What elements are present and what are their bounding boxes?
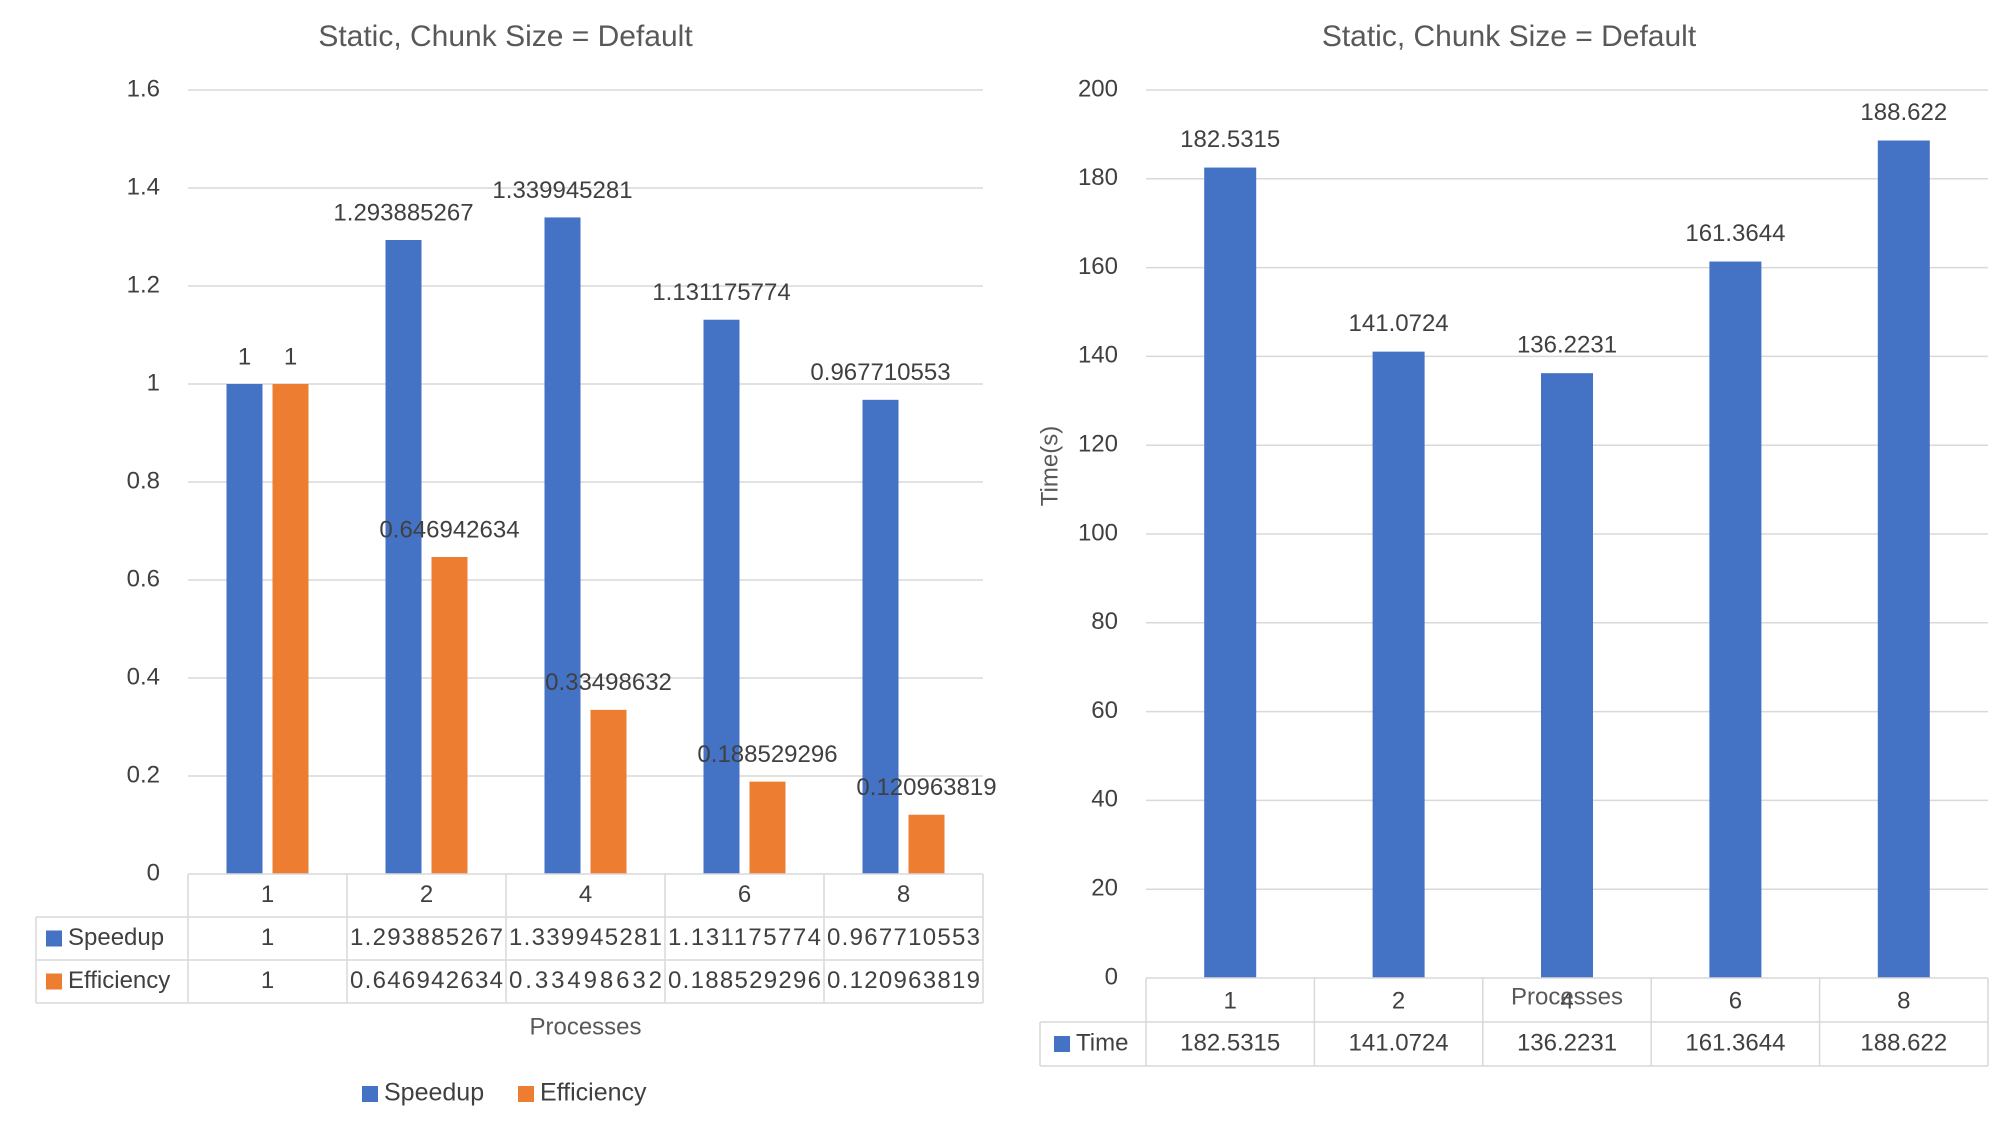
x-tick-label-0-2: 2 bbox=[420, 881, 433, 908]
data-label-speedup-6: 1.131175774 bbox=[652, 279, 790, 306]
bar-efficiency-8 bbox=[908, 814, 945, 874]
x-tick-label-0-4: 4 bbox=[579, 881, 592, 908]
bar-time-1 bbox=[1204, 167, 1257, 979]
y-tick-label-0-5: 1 bbox=[147, 369, 160, 396]
bar-efficiency-4 bbox=[590, 709, 627, 874]
table-row-label-efficiency: Efficiency bbox=[68, 967, 170, 994]
bar-speedup-8 bbox=[862, 399, 899, 874]
chart-title-1: Static, Chunk Size = Default bbox=[1322, 20, 1697, 53]
y-tick-label-0-4: 0.8 bbox=[127, 467, 160, 494]
y-tick-label-0-7: 1.4 bbox=[127, 173, 160, 200]
y-tick-label-1-10: 200 bbox=[1078, 75, 1118, 102]
y-tick-label-0-0: 0 bbox=[147, 859, 160, 886]
table-row-label-time: Time bbox=[1076, 1029, 1128, 1056]
y-tick-label-0-6: 1.2 bbox=[127, 271, 160, 298]
legend-key-speedup bbox=[362, 1086, 378, 1102]
y-axis-label-1: Time(s) bbox=[1036, 426, 1063, 506]
bar-efficiency-2 bbox=[431, 556, 468, 874]
table-cell-efficiency-4: 0.33498632 bbox=[509, 967, 662, 994]
table-cell-speedup-8: 0.967710553 bbox=[827, 924, 980, 951]
bar-time-2 bbox=[1372, 351, 1425, 978]
x-tick-label-0-1: 1 bbox=[261, 881, 274, 908]
table-cell-speedup-4: 1.339945281 bbox=[509, 924, 662, 951]
x-axis-label-1: Processes bbox=[1511, 983, 1623, 1010]
y-tick-label-0-3: 0.6 bbox=[127, 565, 160, 592]
y-tick-label-1-9: 180 bbox=[1078, 164, 1118, 191]
table-cell-efficiency-2: 0.646942634 bbox=[350, 967, 503, 994]
x-tick-label-1-6: 6 bbox=[1729, 987, 1742, 1014]
bar-efficiency-6 bbox=[749, 781, 786, 874]
data-label-speedup-2: 1.293885267 bbox=[333, 199, 473, 226]
y-tick-label-1-6: 120 bbox=[1078, 431, 1118, 458]
y-tick-label-1-4: 80 bbox=[1091, 608, 1118, 635]
bar-time-6 bbox=[1709, 261, 1762, 978]
legend-key-efficiency bbox=[518, 1086, 534, 1102]
table-cell-efficiency-1: 1 bbox=[261, 967, 274, 994]
table-cell-speedup-6: 1.131175774 bbox=[668, 924, 821, 951]
bar-speedup-4 bbox=[544, 217, 581, 874]
data-label-time-6: 161.3644 bbox=[1685, 220, 1785, 247]
data-label-time-1: 182.5315 bbox=[1180, 126, 1280, 153]
table-cell-time-4: 136.2231 bbox=[1517, 1029, 1617, 1056]
y-tick-label-1-0: 0 bbox=[1105, 963, 1118, 990]
table-cell-speedup-2: 1.293885267 bbox=[350, 924, 503, 951]
data-label-efficiency-6: 0.188529296 bbox=[697, 741, 837, 768]
table-row-label-speedup: Speedup bbox=[68, 924, 164, 951]
y-tick-label-1-5: 100 bbox=[1078, 519, 1118, 546]
y-tick-label-1-3: 60 bbox=[1091, 697, 1118, 724]
legend-label-efficiency: Efficiency bbox=[540, 1079, 647, 1107]
bar-efficiency-1 bbox=[272, 384, 309, 874]
x-axis-label-0: Processes bbox=[529, 1013, 641, 1040]
table-cell-time-6: 161.3644 bbox=[1685, 1029, 1785, 1056]
table-cell-time-1: 182.5315 bbox=[1180, 1029, 1280, 1056]
data-label-efficiency-4: 0.33498632 bbox=[545, 669, 672, 696]
bar-time-4 bbox=[1541, 373, 1593, 978]
data-label-time-4: 136.2231 bbox=[1517, 332, 1617, 359]
x-tick-label-1-4: 4 bbox=[1560, 987, 1573, 1014]
table-cell-time-8: 188.622 bbox=[1860, 1029, 1947, 1056]
y-tick-label-1-7: 140 bbox=[1078, 342, 1118, 369]
x-tick-label-1-8: 8 bbox=[1897, 987, 1910, 1014]
data-label-efficiency-8: 0.120963819 bbox=[856, 774, 996, 801]
chart-title-0: Static, Chunk Size = Default bbox=[318, 20, 693, 53]
data-label-efficiency-2: 0.646942634 bbox=[379, 516, 519, 543]
data-label-speedup-8: 0.967710553 bbox=[810, 359, 950, 386]
y-tick-label-0-1: 0.2 bbox=[127, 761, 160, 788]
y-tick-label-1-2: 40 bbox=[1091, 786, 1118, 813]
table-legend-key-speedup bbox=[46, 930, 62, 947]
y-tick-label-1-8: 160 bbox=[1078, 253, 1118, 280]
table-cell-efficiency-8: 0.120963819 bbox=[827, 967, 980, 994]
y-tick-label-1-1: 20 bbox=[1091, 875, 1118, 902]
y-tick-label-0-2: 0.4 bbox=[127, 663, 160, 690]
bar-time-8 bbox=[1877, 140, 1930, 979]
data-label-speedup-4: 1.339945281 bbox=[492, 177, 632, 204]
bar-speedup-2 bbox=[385, 239, 422, 874]
data-label-speedup-1: 1 bbox=[238, 343, 251, 370]
table-cell-time-2: 141.0724 bbox=[1349, 1029, 1449, 1056]
data-label-time-2: 141.0724 bbox=[1349, 310, 1449, 337]
x-tick-label-1-2: 2 bbox=[1392, 987, 1405, 1014]
data-label-efficiency-1: 1 bbox=[284, 343, 297, 370]
table-cell-efficiency-6: 0.188529296 bbox=[668, 967, 821, 994]
x-tick-label-0-6: 6 bbox=[738, 881, 751, 908]
bar-speedup-1 bbox=[226, 384, 263, 874]
table-cell-speedup-1: 1 bbox=[261, 924, 274, 951]
legend-label-speedup: Speedup bbox=[384, 1079, 484, 1107]
table-legend-key-efficiency bbox=[46, 973, 62, 990]
x-tick-label-1-1: 1 bbox=[1224, 987, 1237, 1014]
y-tick-label-0-8: 1.6 bbox=[127, 75, 160, 102]
data-label-time-8: 188.622 bbox=[1860, 99, 1947, 126]
bar-speedup-6 bbox=[703, 319, 740, 874]
table-legend-key-time bbox=[1054, 1036, 1070, 1052]
x-tick-label-0-8: 8 bbox=[897, 881, 910, 908]
